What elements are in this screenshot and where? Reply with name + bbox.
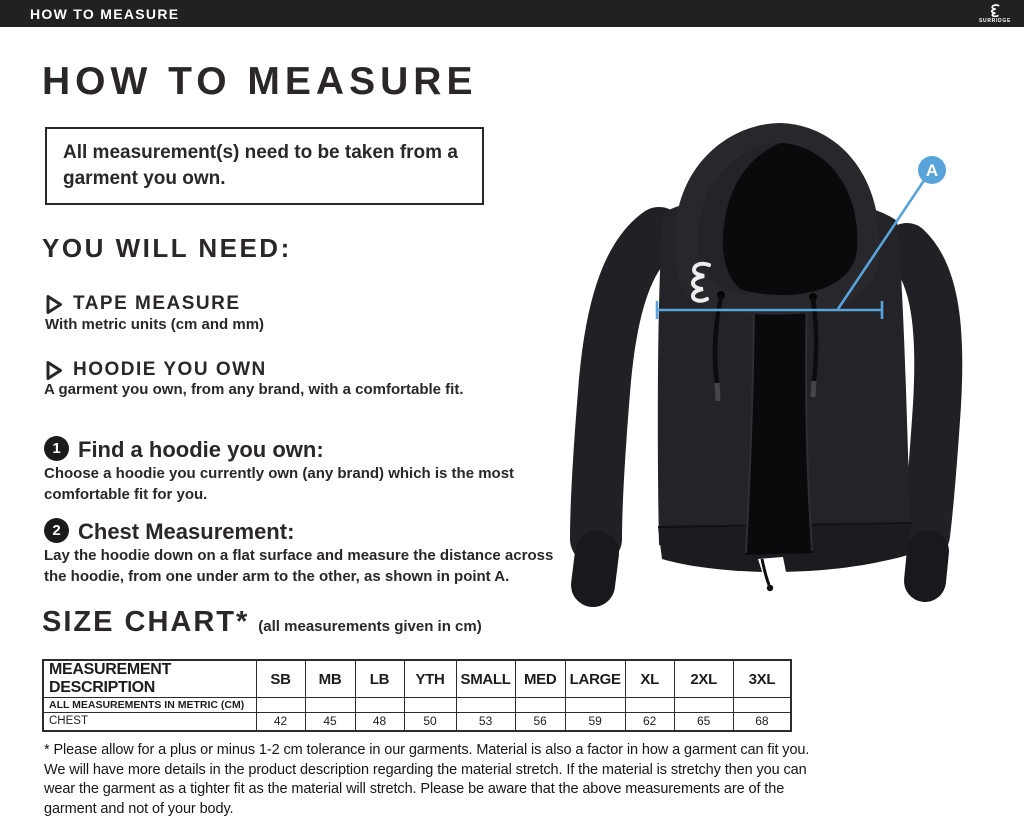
table-cell [304,697,356,713]
you-will-need-heading: YOU WILL NEED: [42,233,292,263]
table-header-cell: 3XL [732,659,792,698]
table-header-cell: LB [354,659,405,698]
brand-logo: SURRIDGE [973,1,1017,26]
table-cell [624,697,675,713]
hoodie-figure: A [555,85,1015,625]
zipper-tape [760,558,771,586]
table-cell: ALL MEASUREMENTS IN METRIC (CM) [42,697,257,713]
need-item-label: TAPE MEASURE [73,293,241,314]
size-chart-heading: SIZE CHART* [42,606,250,638]
point-a-label: A [926,161,938,180]
table-header-row: MEASUREMENT DESCRIPTION SB MB LB YTH SMA… [42,659,792,698]
zipper-pull [766,584,774,592]
table-header-cell: MEASUREMENT DESCRIPTION [42,659,257,698]
step-number-badge: 1 [44,436,69,461]
table-header-cell: MED [514,659,566,698]
size-table: MEASUREMENT DESCRIPTION SB MB LB YTH SMA… [42,659,793,732]
table-cell: 68 [732,712,792,731]
table-header-cell: LARGE [564,659,626,698]
hoodie-right-cuff [904,530,949,602]
hood-lining [697,143,781,295]
table-cell: 48 [354,712,405,731]
table-cell [564,697,626,713]
triangle-bullet-icon [46,295,62,314]
brand-name: SURRIDGE [979,17,1011,24]
table-cell: 65 [673,712,734,731]
step-desc: Choose a hoodie you currently own (any b… [44,465,515,503]
notice-text: All measurement(s) need to be taken from… [63,142,458,189]
table-cell [455,697,516,713]
table-row: CHEST 42 45 48 50 53 56 59 62 65 68 [42,712,792,731]
surridge-s-icon [990,3,999,17]
table-header-cell: MB [304,659,356,698]
table-cell: 50 [403,712,457,731]
table-header-cell: SB [255,659,306,698]
hoodie-left-arm [570,207,685,565]
step-number-badge: 2 [44,518,69,543]
table-cell [732,697,792,713]
need-item-desc: With metric units (cm and mm) [45,316,265,333]
table-cell: 53 [455,712,516,731]
size-chart-subtitle: (all measurements given in cm) [258,618,482,635]
footnote: * Please allow for a plus or minus 1-2 c… [44,742,810,817]
table-cell [403,697,457,713]
table-header-cell: YTH [403,659,457,698]
drawcord [712,294,724,386]
table-cell: 45 [304,712,356,731]
hoodie-left-cuff [571,531,619,607]
measurement-line [655,178,927,319]
drawcord [810,296,819,384]
table-cell: 59 [564,712,626,731]
drawcord-tip [714,382,721,402]
page-title: HOW TO MEASURE [42,60,478,103]
step-title: Chest Measurement: [78,519,295,544]
table-header-cell: 2XL [673,659,734,698]
table-cell [255,697,306,713]
table-cell: 56 [514,712,566,731]
panel-gap [758,557,789,590]
size-chart-heading-row: SIZE CHART* (all measurements given in c… [42,606,482,639]
surridge-s-icon [690,261,711,303]
step-desc: Lay the hoodie down on a flat surface an… [44,547,554,585]
header-bar: HOW TO MEASURE SURRIDGE [0,0,1024,27]
table-cell [514,697,566,713]
table-cell [673,697,734,713]
notice-box: All measurement(s) need to be taken from… [45,127,484,205]
triangle-bullet-icon [46,361,62,380]
drawcord-tip [810,380,817,398]
step-title: Find a hoodie you own: [78,437,324,462]
hoodie-illustration: A [570,123,963,607]
table-cell: 42 [255,712,306,731]
table-header-cell: XL [624,659,675,698]
hoodie-right-arm [883,223,963,559]
header-title: HOW TO MEASURE [30,5,180,22]
point-a-badge [918,156,946,184]
table-cell [354,697,405,713]
need-item-label: HOODIE YOU OWN [73,359,267,380]
table-row: ALL MEASUREMENTS IN METRIC (CM) [42,697,792,713]
table-header-cell: SMALL [455,659,516,698]
table-cell: CHEST [42,712,257,731]
need-item-desc: A garment you own, from any brand, with … [44,381,464,398]
table-cell: 62 [624,712,675,731]
